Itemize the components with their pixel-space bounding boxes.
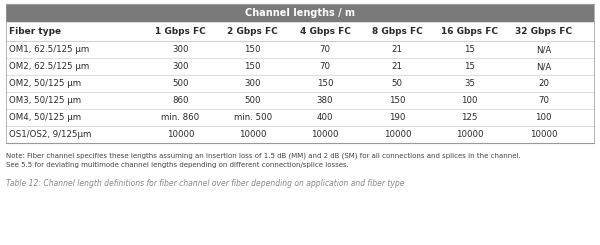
Text: 21: 21 — [392, 45, 403, 54]
Text: 4 Gbps FC: 4 Gbps FC — [299, 27, 350, 36]
Text: 500: 500 — [244, 96, 261, 105]
Text: 300: 300 — [244, 79, 261, 88]
Text: 10000: 10000 — [311, 130, 339, 139]
Bar — [6, 58, 594, 75]
Text: Table 12: Channel length definitions for fiber channel over fiber depending on a: Table 12: Channel length definitions for… — [6, 179, 404, 188]
Text: 10000: 10000 — [456, 130, 484, 139]
Text: 190: 190 — [389, 113, 406, 122]
Text: 100: 100 — [461, 96, 478, 105]
Bar — [6, 22, 594, 41]
Text: min. 500: min. 500 — [233, 113, 272, 122]
Bar — [6, 4, 594, 22]
Text: 500: 500 — [172, 79, 188, 88]
Text: 10000: 10000 — [383, 130, 411, 139]
Bar — [6, 75, 594, 92]
Text: Note: Fiber channel specifies these lengths assuming an insertion loss of 1.5 dB: Note: Fiber channel specifies these leng… — [6, 152, 521, 159]
Text: N/A: N/A — [536, 45, 551, 54]
Text: 150: 150 — [317, 79, 333, 88]
Bar — [6, 92, 594, 109]
Text: OM3, 50/125 μm: OM3, 50/125 μm — [9, 96, 81, 105]
Text: 150: 150 — [244, 62, 261, 71]
Text: 10000: 10000 — [239, 130, 266, 139]
Text: 150: 150 — [389, 96, 406, 105]
Text: 15: 15 — [464, 45, 475, 54]
Text: 70: 70 — [319, 45, 331, 54]
Text: 10000: 10000 — [167, 130, 194, 139]
Text: OM2, 62.5/125 μm: OM2, 62.5/125 μm — [9, 62, 89, 71]
Text: 70: 70 — [319, 62, 331, 71]
Text: OM1, 62.5/125 μm: OM1, 62.5/125 μm — [9, 45, 89, 54]
Text: min. 860: min. 860 — [161, 113, 199, 122]
Text: 400: 400 — [317, 113, 333, 122]
Text: 380: 380 — [317, 96, 333, 105]
Text: 50: 50 — [392, 79, 403, 88]
Text: 35: 35 — [464, 79, 475, 88]
Text: OM4, 50/125 μm: OM4, 50/125 μm — [9, 113, 81, 122]
Text: Fiber type: Fiber type — [9, 27, 61, 36]
Text: 21: 21 — [392, 62, 403, 71]
Text: 15: 15 — [464, 62, 475, 71]
Bar — [6, 109, 594, 126]
Text: 32 Gbps FC: 32 Gbps FC — [515, 27, 572, 36]
Text: 125: 125 — [461, 113, 478, 122]
Text: 300: 300 — [172, 45, 188, 54]
Text: 860: 860 — [172, 96, 188, 105]
Text: 20: 20 — [538, 79, 549, 88]
Text: 100: 100 — [535, 113, 551, 122]
Text: See 5.5 for deviating multimode channel lengths depending on different connectio: See 5.5 for deviating multimode channel … — [6, 162, 349, 168]
Text: 300: 300 — [172, 62, 188, 71]
Text: 150: 150 — [244, 45, 261, 54]
Text: Channel lengths / m: Channel lengths / m — [245, 8, 355, 18]
Text: N/A: N/A — [536, 62, 551, 71]
Text: 1 Gbps FC: 1 Gbps FC — [155, 27, 206, 36]
Text: OM2, 50/125 μm: OM2, 50/125 μm — [9, 79, 81, 88]
Text: 70: 70 — [538, 96, 549, 105]
Bar — [6, 41, 594, 58]
Text: OS1/OS2, 9/125μm: OS1/OS2, 9/125μm — [9, 130, 91, 139]
Text: 10000: 10000 — [530, 130, 557, 139]
Text: 8 Gbps FC: 8 Gbps FC — [372, 27, 422, 36]
Text: 2 Gbps FC: 2 Gbps FC — [227, 27, 278, 36]
Bar — [6, 126, 594, 143]
Text: 16 Gbps FC: 16 Gbps FC — [441, 27, 498, 36]
